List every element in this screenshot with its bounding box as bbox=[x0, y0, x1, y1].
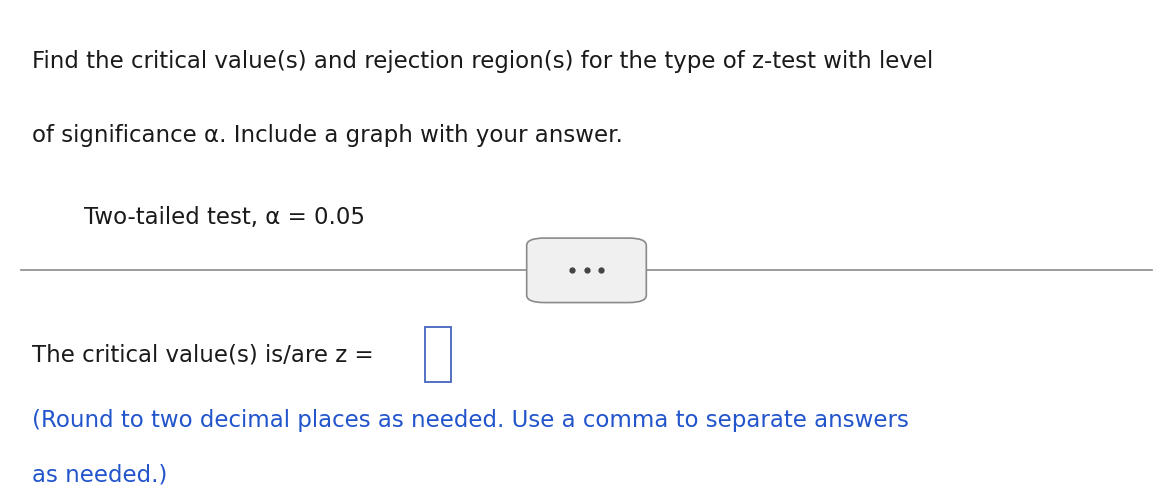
FancyBboxPatch shape bbox=[527, 238, 646, 303]
Text: (Round to two decimal places as needed. Use a comma to separate answers: (Round to two decimal places as needed. … bbox=[32, 409, 909, 432]
Text: The critical value(s) is/are z =: The critical value(s) is/are z = bbox=[32, 343, 380, 366]
Text: of significance α. Include a graph with your answer.: of significance α. Include a graph with … bbox=[32, 124, 623, 147]
Text: as needed.): as needed.) bbox=[32, 464, 167, 487]
FancyBboxPatch shape bbox=[425, 327, 450, 382]
Text: Two-tailed test, α = 0.05: Two-tailed test, α = 0.05 bbox=[84, 206, 366, 229]
Text: Find the critical value(s) and rejection region(s) for the type of z-test with l: Find the critical value(s) and rejection… bbox=[32, 50, 933, 72]
